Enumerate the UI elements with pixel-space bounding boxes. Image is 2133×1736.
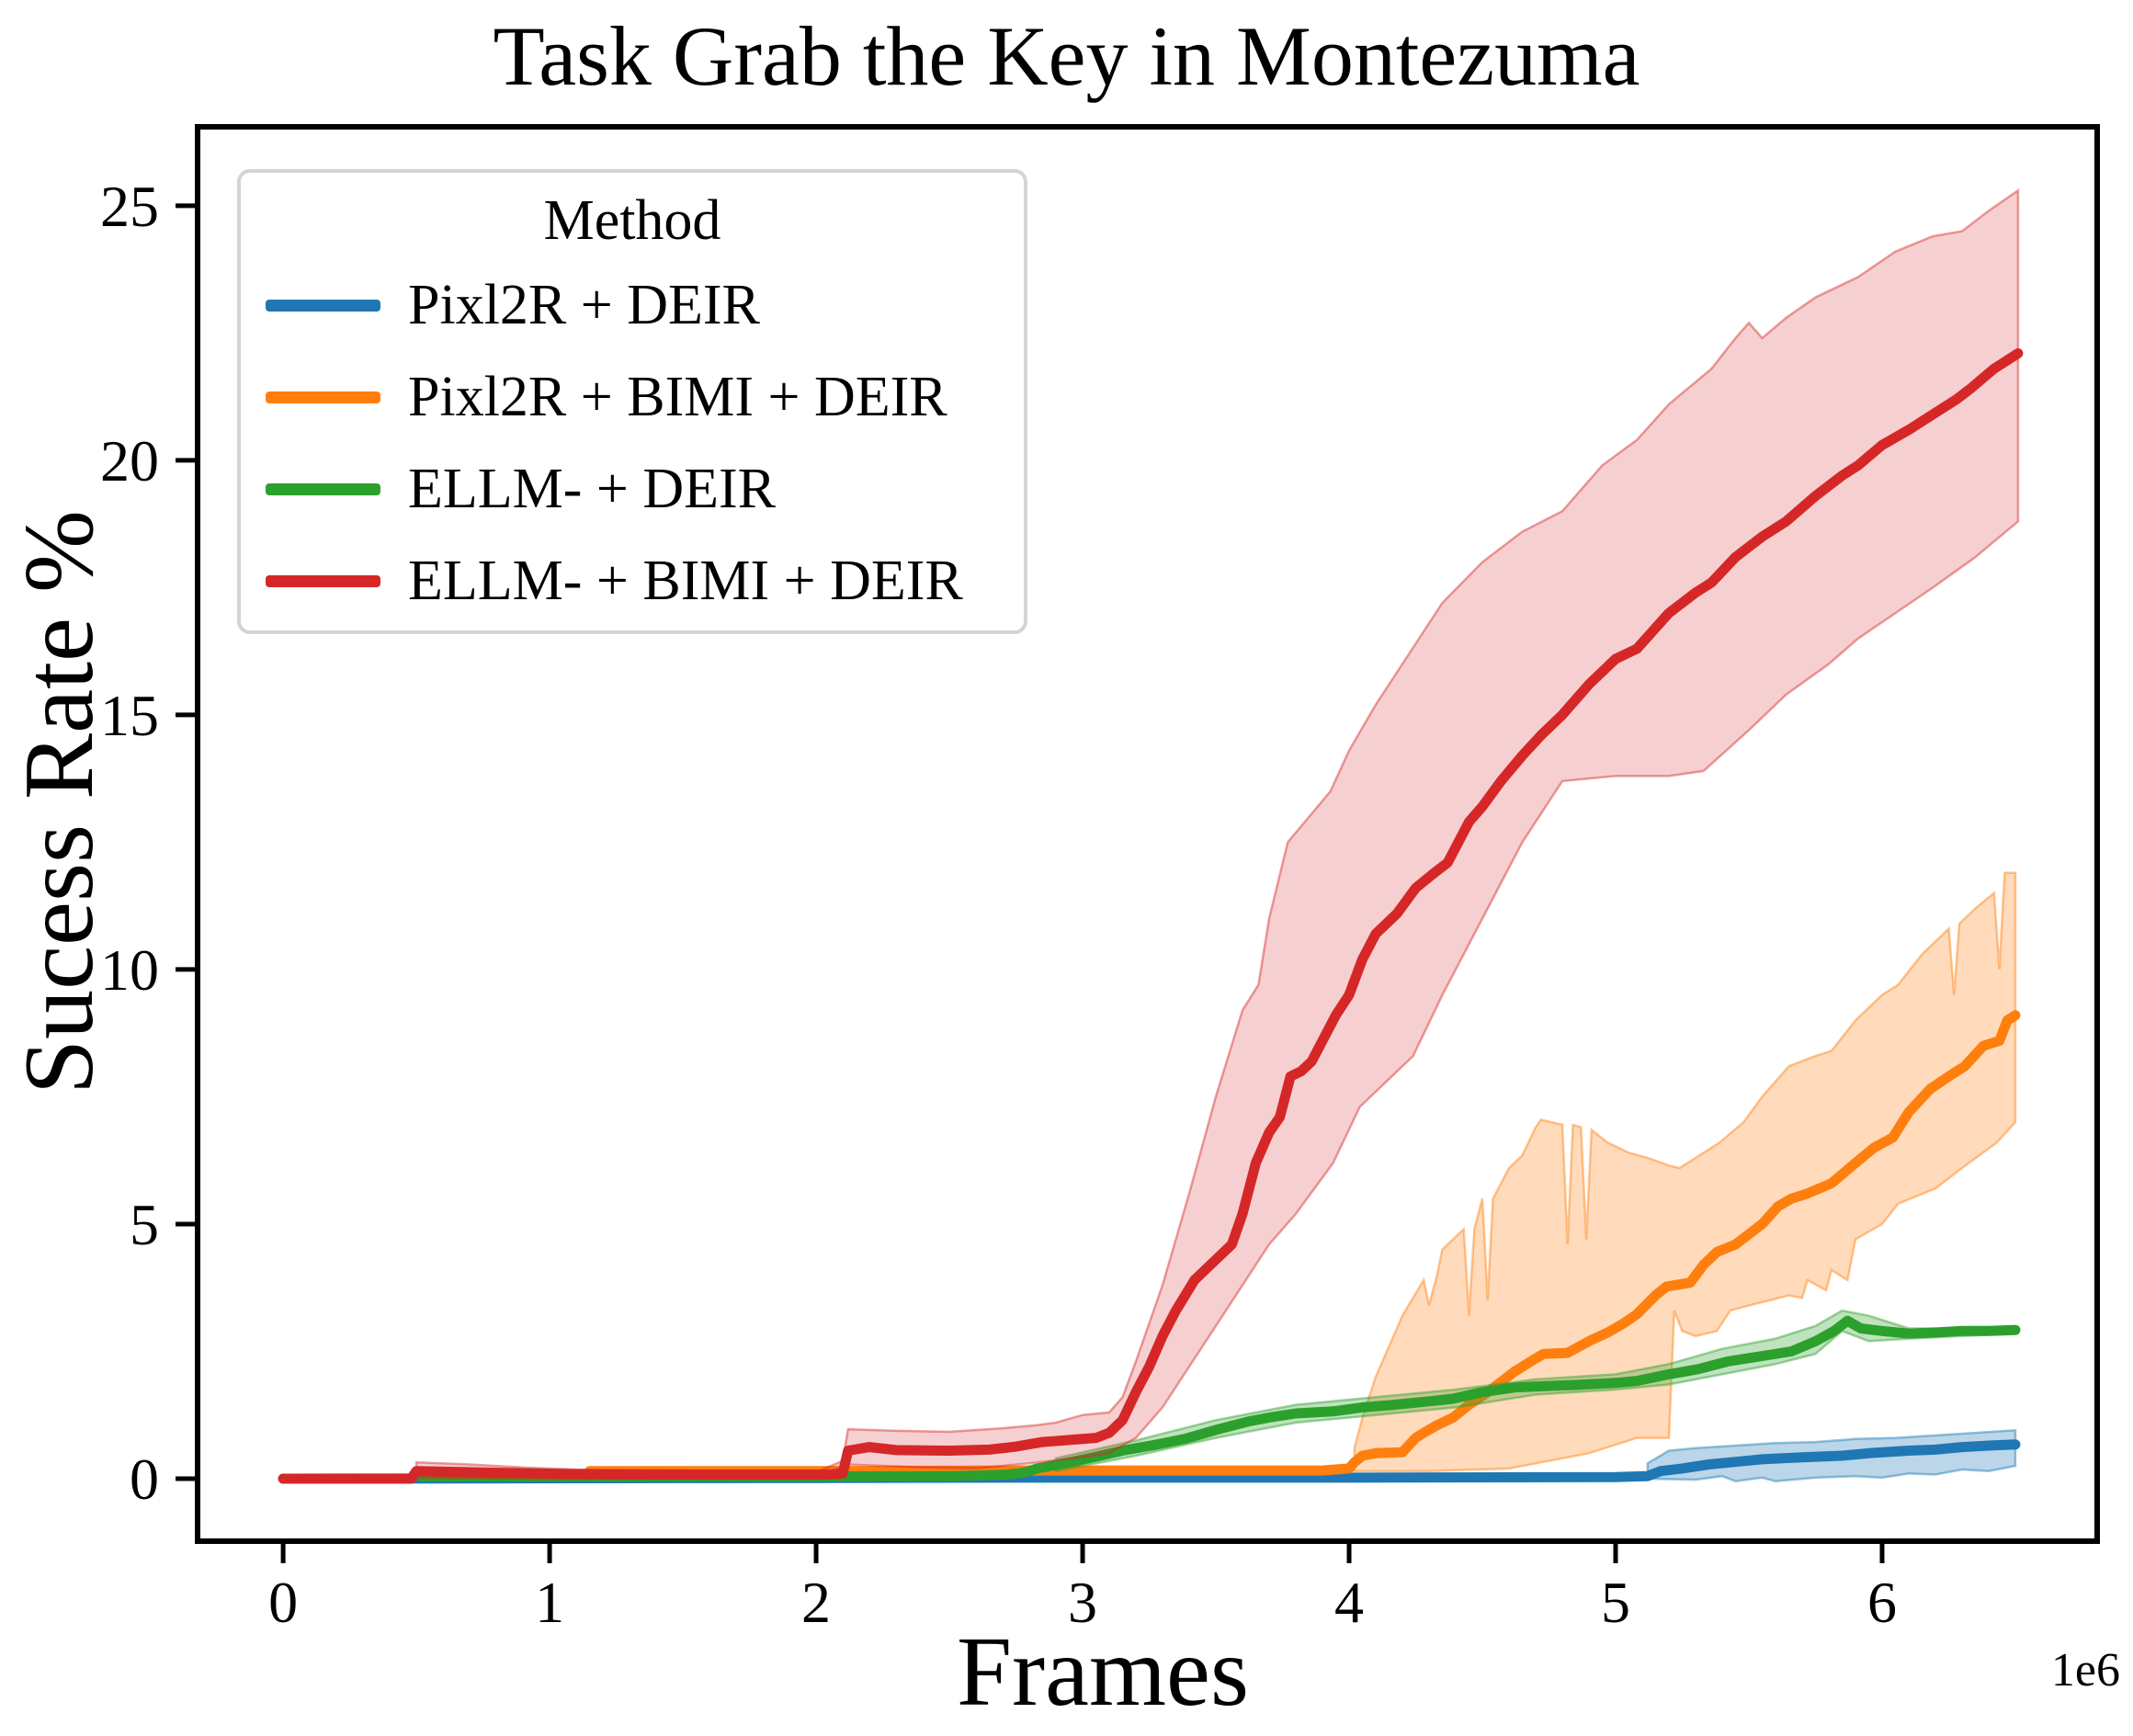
y-axis-label: Sucess Rate % [5,510,114,1095]
series-line [278,348,2024,1484]
x-tick-label: 4 [1334,1570,1364,1635]
legend-title: Method [543,189,721,252]
series-line [416,1315,2021,1482]
x-tick-label: 0 [268,1570,298,1635]
series-line [278,1439,2021,1484]
x-tick-label: 1 [535,1570,564,1635]
chart-title: Task Grab the Key in Montezuma [493,9,1640,103]
legend-line-swatch [266,574,380,587]
confidence-band [414,187,2020,1481]
y-tick-label: 15 [100,683,159,748]
legend-item-label: ELLM- + DEIR [408,457,777,520]
x-axis-offset-label: 1e6 [2050,1644,2120,1696]
y-tick-label: 10 [100,937,159,1003]
y-tick-label: 0 [130,1447,159,1512]
y-tick-label: 25 [100,174,159,239]
legend-item-label: ELLM- + BIMI + DEIR [408,549,963,612]
y-tick-label: 5 [130,1192,159,1257]
legend-item: ELLM- + BIMI + DEIR [241,535,1024,627]
legend-line-swatch [266,391,380,403]
x-tick-label: 5 [1601,1570,1630,1635]
legend-item-label: Pixl2R + DEIR [408,273,760,336]
legend: Method Pixl2R + DEIR Pixl2R + BIMI + DEIR… [237,169,1027,634]
legend-item: Pixl2R + BIMI + DEIR [241,351,1024,443]
legend-line-swatch [266,299,380,312]
legend-item: ELLM- + DEIR [241,443,1024,535]
confidence-band [1353,871,2017,1472]
x-tick-label: 3 [1068,1570,1097,1635]
legend-item-label: Pixl2R + BIMI + DEIR [408,365,947,428]
legend-line-swatch [266,482,380,495]
x-tick-label: 6 [1867,1570,1897,1635]
x-axis-label: Frames [957,1617,1249,1727]
plot-area [278,187,2024,1484]
plot-frame [195,124,2100,1544]
series-line [584,1010,2021,1477]
x-tick-label: 2 [801,1570,831,1635]
y-tick-label: 20 [100,428,159,494]
legend-item: Pixl2R + DEIR [241,259,1024,351]
